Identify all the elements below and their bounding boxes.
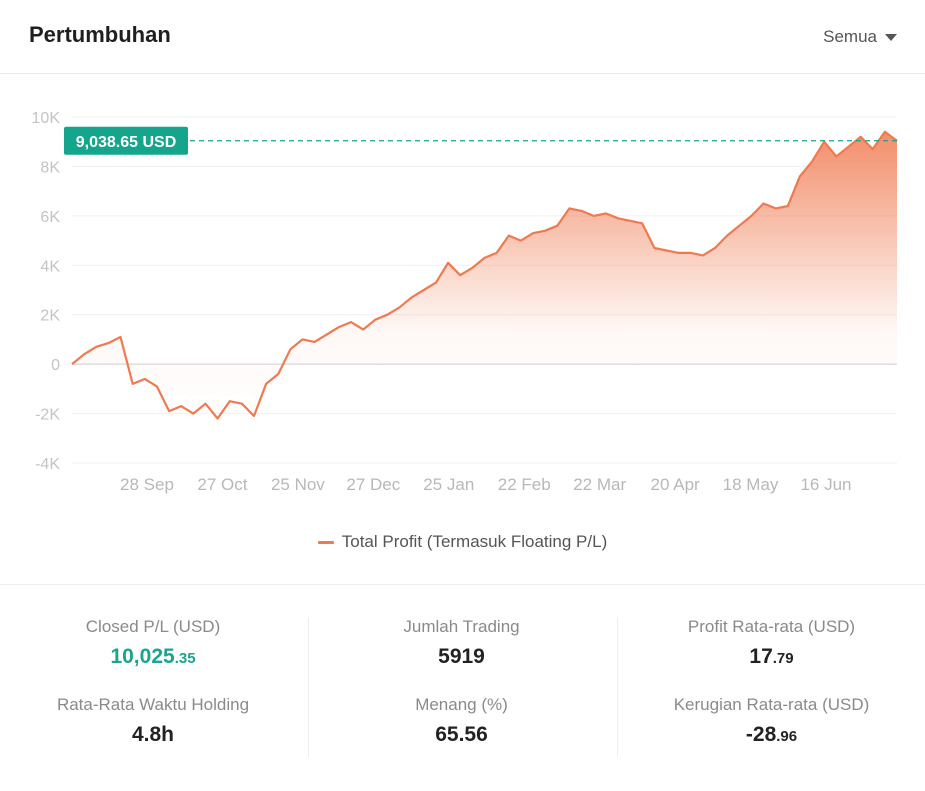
- trades-label: Jumlah Trading: [403, 617, 520, 636]
- avg-profit-stat: Profit Rata-rata (USD) 17.79: [618, 617, 925, 695]
- closed-pl-label: Closed P/L (USD): [85, 617, 221, 636]
- stats-column-3: Profit Rata-rata (USD) 17.79 Kerugian Ra…: [617, 617, 925, 757]
- y-tick-label: 10K: [32, 110, 61, 127]
- x-tick-label: 22 Mar: [573, 475, 626, 494]
- x-tick-label: 27 Oct: [197, 475, 247, 494]
- period-label: Semua: [823, 27, 877, 46]
- y-tick-label: 8K: [40, 159, 60, 176]
- y-tick-label: 6K: [40, 209, 60, 226]
- page-title: Pertumbuhan: [29, 22, 171, 47]
- avg-profit-int: 17: [749, 645, 773, 668]
- avg-profit-label: Profit Rata-rata (USD): [687, 617, 856, 636]
- avg-loss-int: -28: [745, 723, 777, 746]
- trades-stat: Jumlah Trading 5919: [309, 617, 614, 695]
- avg-loss-value: -28.96: [618, 723, 925, 747]
- x-tick-label: 22 Feb: [498, 475, 551, 494]
- avg-profit-value: 17.79: [618, 645, 925, 669]
- closed-pl-int: 10,025: [110, 645, 175, 668]
- x-tick-label: 27 Dec: [346, 475, 400, 494]
- win-rate-label: Menang (%): [415, 695, 508, 714]
- y-tick-label: -4K: [35, 456, 60, 473]
- x-tick-label: 18 May: [723, 475, 779, 494]
- closed-pl-dec: .35: [174, 650, 196, 667]
- win-rate-value: 65.56: [435, 723, 488, 746]
- avg-loss-dec: .96: [776, 728, 798, 745]
- x-tick-label: 16 Jun: [800, 475, 851, 494]
- y-tick-label: 2K: [40, 308, 60, 325]
- y-tick-label: 0: [51, 357, 60, 374]
- growth-chart: 10K 8K 6K 4K 2K 0 -2K -4K 28 Sep 27 Oct 25 Nov 27 D…: [32, 110, 898, 494]
- series-line: [71, 130, 898, 420]
- legend-swatch: [317, 540, 334, 544]
- avg-loss-label: Kerugian Rata-rata (USD): [673, 695, 870, 714]
- avg-profit-dec: .79: [772, 650, 794, 667]
- closed-pl-value: 10,025.35: [0, 645, 306, 669]
- stats-column-2: Jumlah Trading 5919 Menang (%) 65.56: [308, 617, 614, 757]
- avg-loss-stat: Kerugian Rata-rata (USD) -28.96: [618, 695, 925, 773]
- y-tick-label: -2K: [35, 407, 60, 424]
- holding-label: Rata-Rata Waktu Holding: [56, 695, 250, 714]
- trades-value: 5919: [438, 645, 485, 668]
- closed-pl-stat: Closed P/L (USD) 10,025.35: [0, 617, 306, 695]
- x-tick-label: 25 Jan: [423, 475, 474, 494]
- chart-legend[interactable]: Total Profit (Termasuk Floating P/L): [0, 532, 925, 552]
- x-tick-label: 20 Apr: [651, 475, 700, 494]
- win-rate-stat: Menang (%) 65.56: [309, 695, 614, 773]
- x-tick-label: 25 Nov: [271, 475, 325, 494]
- caret-down-icon: [885, 33, 897, 41]
- period-dropdown[interactable]: Semua: [823, 27, 897, 47]
- reference-label: 9,038.65 USD: [76, 134, 177, 151]
- holding-value: 4.8h: [131, 723, 175, 746]
- stats-column-1: Closed P/L (USD) 10,025.35 Rata-Rata Wak…: [0, 617, 306, 757]
- reference-label-box: [64, 126, 188, 155]
- series-area: [72, 131, 897, 419]
- x-tick-label: 28 Sep: [120, 475, 174, 494]
- y-tick-label: 4K: [40, 258, 60, 275]
- legend-label: Total Profit (Termasuk Floating P/L): [341, 532, 608, 551]
- header: Pertumbuhan Semua: [0, 0, 925, 74]
- holding-stat: Rata-Rata Waktu Holding 4.8h: [0, 695, 306, 773]
- stats-panel: Closed P/L (USD) 10,025.35 Rata-Rata Wak…: [0, 584, 925, 791]
